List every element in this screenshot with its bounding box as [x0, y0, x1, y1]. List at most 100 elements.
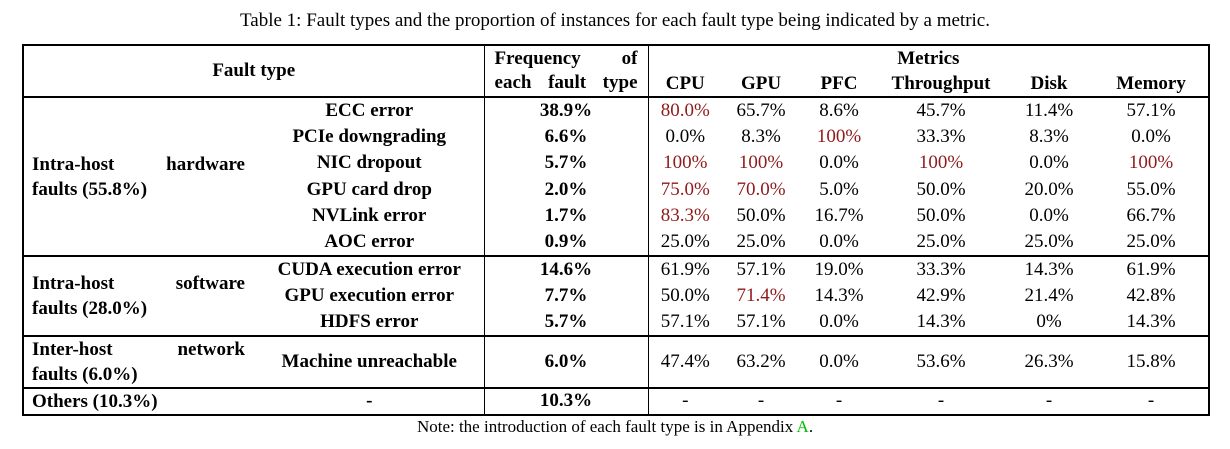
metric-value: 0.0% — [800, 335, 879, 389]
table-row: NIC dropout 5.7% 100% 100% 0.0% 100% 0.0% 100% — [23, 150, 1209, 177]
table-row: GPU execution error 7.7% 50.0% 71.4% 14.3% 42… — [23, 282, 1209, 309]
metric-value: 0% — [1004, 309, 1095, 337]
category-line: Intra-host software — [32, 272, 245, 294]
metric-value: 8.3% — [741, 125, 781, 147]
metric-value: 100% — [918, 152, 964, 174]
metric-column-header-gpu: GPU — [722, 72, 801, 98]
metric-value: 100% — [663, 152, 708, 174]
metric-value: - — [1147, 390, 1155, 411]
note-text: Note: the introduction of each fault typ… — [416, 417, 797, 436]
fault-category: Intra-host software faults (28.0%) — [23, 256, 255, 337]
metric-value: 47.4% — [648, 335, 723, 389]
table-row: GPU card drop 2.0% 75.0% 70.0% 5.0% 50.0% 20.0… — [23, 176, 1209, 203]
metric-value: 70.0% — [736, 178, 786, 200]
metric-column-header-throughput: Throughput — [878, 72, 1005, 98]
metric-value: 20.0% — [1024, 178, 1074, 200]
metric-value: 33.3% — [916, 258, 966, 280]
metric-value: 66.7% — [1126, 205, 1176, 227]
metric-value: 26.3% — [1004, 335, 1095, 389]
table-row: Others (10.3%) - 10.3% - - - - - - — [23, 387, 1209, 415]
fault-metrics-table: Fault type Frequency of each fault type … — [22, 44, 1211, 416]
frequency-value: 6.0% — [483, 335, 649, 389]
metric-value: 0.0% — [800, 229, 879, 257]
metric-value: 16.7% — [814, 205, 864, 227]
metric-value: 57.1% — [736, 258, 786, 280]
frequency-value: 1.7% — [483, 203, 649, 230]
metric-value: 83.3% — [660, 205, 710, 227]
table-body: Intra-host hardware faults (55.8%) ECC err… — [23, 97, 1210, 415]
frequency-value: 5.7% — [483, 309, 649, 337]
metric-value: 57.1% — [1126, 99, 1176, 121]
metric-value: 61.9% — [660, 258, 710, 280]
metric-value: 50.0% — [736, 205, 786, 227]
metric-value: 63.2% — [722, 335, 801, 389]
metric-value: 14.3% — [814, 284, 864, 306]
fault-category: Others (10.3%) — [23, 388, 255, 415]
metric-value: 15.8% — [1094, 335, 1210, 389]
metric-value: 33.3% — [916, 125, 966, 147]
metric-value: 5.0% — [819, 178, 859, 200]
fault-type-header: Fault type — [23, 45, 485, 98]
fault-name: HDFS error — [255, 309, 485, 337]
frequency-value: 6.6% — [483, 123, 649, 150]
metric-value: 100% — [1128, 152, 1174, 174]
fault-name: CUDA execution error — [277, 258, 461, 280]
fault-name: - — [366, 390, 373, 411]
frequency-value: 0.9% — [483, 229, 649, 257]
metric-value: 14.3% — [878, 309, 1005, 337]
metric-value: - — [1045, 390, 1053, 411]
table-row: NVLink error 1.7% 83.3% 50.0% 16.7% 50.0% 0.0%… — [23, 203, 1209, 230]
frequency-header-line2: each fault type — [494, 72, 638, 93]
frequency-value: 2.0% — [483, 176, 649, 203]
table-row: AOC error 0.9% 25.0% 25.0% 0.0% 25.0% 25.0% 25.… — [23, 229, 1210, 257]
metric-value: 11.4% — [1024, 99, 1074, 121]
appendix-a-link[interactable]: A — [796, 417, 809, 436]
metric-value: 57.1% — [648, 309, 723, 337]
metric-value: 14.3% — [1024, 258, 1074, 280]
metric-value: 25.0% — [878, 229, 1005, 257]
metric-value: 0.0% — [665, 125, 706, 147]
metric-value: 14.3% — [1094, 309, 1210, 337]
table-row: HDFS error 5.7% 57.1% 57.1% 0.0% 14.3% 0% 14.3% — [23, 309, 1210, 337]
metric-value: 0.0% — [1029, 152, 1069, 174]
fault-name: PCIe downgrading — [292, 125, 447, 147]
frequency-header: Frequency of each fault type — [483, 45, 649, 98]
fault-name: NIC dropout — [316, 152, 422, 174]
metric-value: - — [757, 390, 765, 411]
metric-value: 19.0% — [814, 258, 864, 280]
metric-value: 42.9% — [916, 284, 966, 306]
metric-value: 0.0% — [1131, 125, 1171, 147]
fault-name: Machine unreachable — [255, 335, 485, 389]
table-row: Intra-host hardware faults (55.8%) ECC err… — [23, 97, 1209, 257]
metric-value: 42.8% — [1126, 284, 1176, 306]
frequency-value: 38.9% — [483, 97, 649, 124]
metric-value: 0.0% — [819, 152, 859, 174]
metric-column-header-memory: Memory — [1094, 72, 1210, 98]
metric-value: 21.4% — [1024, 284, 1074, 306]
metric-value: 80.0% — [660, 99, 710, 121]
metric-value: 25.0% — [722, 229, 801, 257]
metric-value: 25.0% — [1004, 229, 1095, 257]
category-line: Others (10.3%) — [32, 390, 158, 412]
frequency-value: 14.6% — [483, 256, 649, 283]
metric-value: 45.7% — [916, 99, 966, 121]
table-caption: Table 1: Fault types and the proportion … — [240, 10, 990, 31]
category-line: faults (28.0%) — [32, 297, 148, 319]
fault-name: GPU execution error — [284, 284, 455, 306]
metric-value: 8.6% — [819, 99, 859, 121]
metric-value: 50.0% — [916, 205, 966, 227]
table-note: Note: the introduction of each fault typ… — [0, 417, 1230, 437]
category-line: Intra-host hardware — [32, 153, 245, 175]
metric-value: 25.0% — [648, 229, 723, 257]
metric-value: 100% — [816, 125, 862, 147]
metrics-header: Metrics — [897, 48, 960, 69]
metric-value: 50.0% — [660, 284, 710, 306]
category-line: faults (55.8%) — [32, 178, 148, 200]
fault-category: Inter-host network faults (6.0%) — [23, 335, 255, 389]
metric-value: 61.9% — [1126, 258, 1176, 280]
metric-value: 75.0% — [660, 178, 710, 200]
metric-value: 50.0% — [916, 178, 966, 200]
frequency-header-line1: Frequency of — [494, 48, 638, 69]
metric-value: 0.0% — [800, 309, 879, 337]
header-row-metrics: CPU GPU PFC Throughput Disk Memory — [23, 72, 1210, 98]
